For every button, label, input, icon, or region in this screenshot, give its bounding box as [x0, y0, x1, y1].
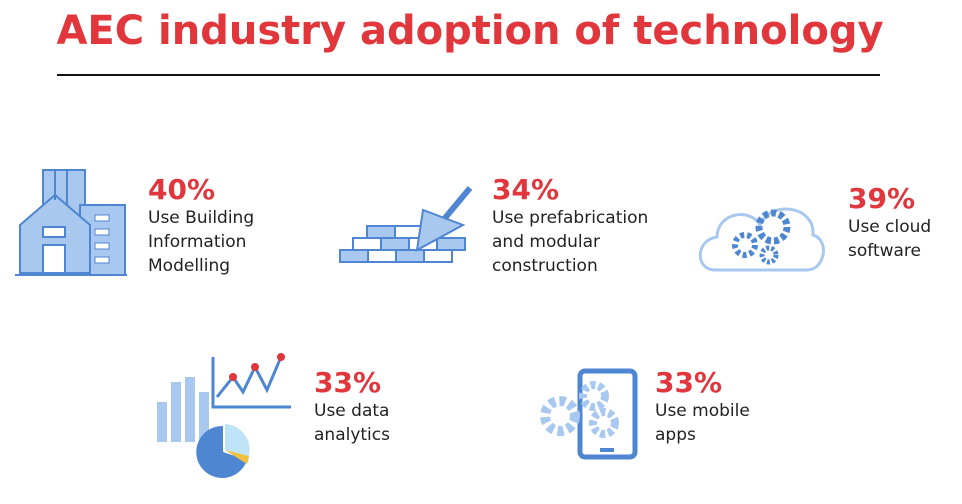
- cloud-icon: [698, 207, 825, 272]
- stat-block: 33% Use data analytics: [314, 367, 390, 447]
- stat-label: Modelling: [148, 256, 231, 276]
- stat-value: 40%: [148, 173, 216, 206]
- stat-value: 33%: [655, 366, 723, 399]
- stat-label: Use Building: [148, 208, 255, 228]
- stat-label: software: [848, 241, 922, 261]
- stat-label: Use mobile: [655, 401, 750, 421]
- bim-icon: [15, 169, 127, 276]
- analytics-icon: [157, 353, 291, 478]
- title-rule: [57, 74, 880, 76]
- mobile-icon: [540, 368, 638, 460]
- stat-label: apps: [655, 425, 696, 445]
- stat-label: Use cloud: [848, 217, 932, 237]
- prefab-icon: [339, 186, 473, 263]
- stat-value: 34%: [492, 173, 560, 206]
- stat-block: 33% Use mobile apps: [655, 367, 750, 447]
- stat-block: 39% Use cloud software: [848, 183, 931, 263]
- stat-label: Information: [148, 232, 247, 252]
- page-title: AEC industry adoption of technology: [56, 8, 884, 54]
- stat-label: analytics: [314, 425, 390, 445]
- stat-label: construction: [492, 256, 598, 276]
- stat-value: 39%: [848, 182, 916, 215]
- stat-block: 40% Use Building Information Modelling: [148, 174, 254, 278]
- stat-label: and modular: [492, 232, 601, 252]
- stat-value: 33%: [314, 366, 382, 399]
- stat-block: 34% Use prefabrication and modular construc…: [492, 174, 648, 278]
- stat-label: Use data: [314, 401, 390, 421]
- stat-label: Use prefabrication: [492, 208, 649, 228]
